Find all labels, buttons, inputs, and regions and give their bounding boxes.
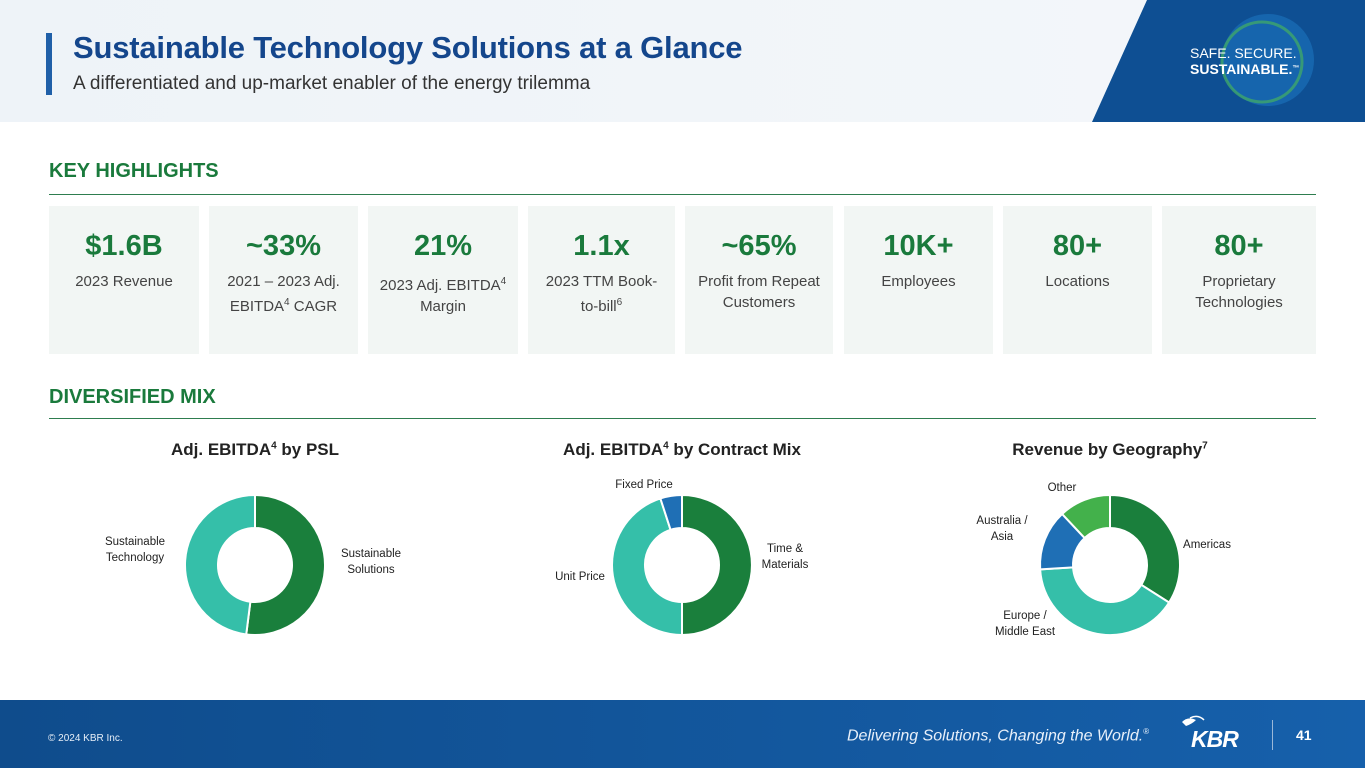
diversified-mix-heading: DIVERSIFIED MIX bbox=[49, 386, 216, 408]
kpi-card: $1.6B 2023 Revenue bbox=[49, 206, 199, 354]
kpi-card: 80+ Proprietary Technologies bbox=[1162, 206, 1316, 354]
chart-title-text-after: by PSL bbox=[276, 440, 340, 459]
kpi-label: Proprietary Technologies bbox=[1195, 273, 1283, 311]
donut-label-line: Unit Price bbox=[555, 571, 605, 583]
donut-slice-americas bbox=[1109, 493, 1181, 604]
kpi-label: 2023 TTM Book-to-bill6 bbox=[541, 271, 663, 317]
donut-label-line: Europe / bbox=[1003, 610, 1047, 622]
donut-label: Sustainable Solutions bbox=[341, 548, 401, 576]
donut-slice-time-materials bbox=[681, 493, 753, 637]
donut-label-line: Solutions bbox=[347, 564, 395, 576]
donut-label-line: Time & bbox=[767, 543, 803, 555]
diversified-mix-rule bbox=[49, 418, 1316, 419]
donut-label-line: Fixed Price bbox=[615, 479, 673, 491]
kpi-card: 10K+ Employees bbox=[844, 206, 993, 354]
kpi-label-text: 2023 Adj. EBITDA bbox=[379, 277, 501, 294]
donut-label: Australia / Asia bbox=[976, 515, 1028, 543]
copyright-text: © 2024 KBR Inc. bbox=[48, 733, 123, 744]
chart-title-text: Revenue by Geography bbox=[1012, 440, 1203, 459]
kpi-value: 10K+ bbox=[883, 230, 954, 262]
brand-tagline: SAFE. SECURE. SUSTAINABLE.™ bbox=[1190, 45, 1299, 77]
kbr-globe-icon bbox=[1182, 715, 1205, 726]
title-accent-bar bbox=[46, 33, 52, 95]
key-highlights-heading: KEY HIGHLIGHTS bbox=[49, 160, 219, 182]
chart-title-text: Adj. EBITDA bbox=[563, 440, 664, 459]
kpi-label-text-after: Margin bbox=[420, 298, 466, 315]
kpi-footnote: 6 bbox=[616, 297, 623, 308]
chart-title-text-after: by Contract Mix bbox=[668, 440, 801, 459]
donut-slice-unit-price bbox=[611, 497, 683, 637]
chart-title-footnote: 4 bbox=[271, 440, 277, 452]
kpi-footnote: 4 bbox=[500, 276, 507, 287]
footer-divider bbox=[1272, 720, 1273, 750]
donut-label: Fixed Price bbox=[615, 479, 673, 491]
kpi-label: Profit from Repeat Customers bbox=[698, 273, 820, 311]
kpi-value: $1.6B bbox=[85, 230, 163, 262]
kpi-label: 2023 Adj. EBITDA4 Margin bbox=[376, 271, 511, 317]
footer-tagline-text: Delivering Solutions, Changing the World… bbox=[847, 727, 1144, 745]
donut-label-line: Sustainable bbox=[105, 536, 165, 548]
kpi-value: 80+ bbox=[1052, 230, 1103, 262]
key-highlights-rule bbox=[49, 194, 1316, 195]
donut-charts: Sustainable Solutions Sustainable Technolog… bbox=[105, 479, 1231, 638]
kpi-value: ~33% bbox=[246, 230, 321, 262]
donut-label-line: Asia bbox=[991, 531, 1014, 543]
donut-slice-europe-middle-east bbox=[1039, 566, 1171, 636]
kpi-label: Employees bbox=[881, 273, 956, 290]
kpi-value: ~65% bbox=[721, 230, 797, 262]
chart-title-geography: Revenue by Geography7 bbox=[1012, 440, 1207, 460]
kpi-label-text: 2021 – 2023 Adj. EBITDA bbox=[227, 273, 340, 315]
donut-label: Unit Price bbox=[555, 571, 605, 583]
footer-tagline: Delivering Solutions, Changing the World… bbox=[847, 727, 1149, 745]
donut-label: Americas bbox=[1183, 539, 1231, 551]
donut-slice-sustainable-technology bbox=[184, 493, 256, 636]
kpi-card: ~33% 2021 – 2023 Adj. EBITDA4 CAGR bbox=[209, 206, 358, 354]
donut-label: Time & Materials bbox=[762, 543, 809, 571]
brand-line-1: SAFE. SECURE. bbox=[1190, 45, 1297, 61]
donut-label-line: Technology bbox=[106, 552, 164, 564]
chart-title-text: Adj. EBITDA bbox=[170, 440, 272, 459]
donut-label: Sustainable Technology bbox=[105, 536, 165, 564]
footer-band bbox=[0, 700, 1365, 768]
kpi-label-text-after: CAGR bbox=[289, 298, 338, 315]
kpi-label: 2023 Revenue bbox=[75, 273, 173, 290]
donut-label: Other bbox=[1048, 482, 1077, 494]
kpi-label-text: 2023 TTM Book-to-bill bbox=[545, 273, 658, 315]
chart-title-contract: Adj. EBITDA4 by Contract Mix bbox=[563, 440, 801, 460]
kpi-value: 80+ bbox=[1214, 230, 1264, 262]
page-subtitle: A differentiated and up-market enabler o… bbox=[73, 73, 591, 94]
donut-label-line: Other bbox=[1048, 482, 1077, 494]
kpi-card: ~65% Profit from Repeat Customers bbox=[685, 206, 833, 354]
brand-tm: ™ bbox=[1292, 65, 1300, 72]
kpi-card: 1.1x 2023 TTM Book-to-bill6 bbox=[528, 206, 675, 354]
kpi-label: 2021 – 2023 Adj. EBITDA4 CAGR bbox=[220, 271, 348, 317]
donut-slice-sustainable-solutions bbox=[245, 493, 326, 636]
donut-label-line: Americas bbox=[1183, 539, 1231, 551]
donut-label: Europe / Middle East bbox=[995, 610, 1056, 638]
donut-slice-fixed-price bbox=[659, 493, 683, 532]
kpi-card: 21% 2023 Adj. EBITDA4 Margin bbox=[368, 206, 518, 354]
kpi-label: Locations bbox=[1045, 273, 1110, 290]
donut-label-line: Materials bbox=[762, 559, 809, 571]
kpi-value: 1.1x bbox=[573, 230, 630, 262]
donut-label-line: Sustainable bbox=[341, 548, 401, 560]
kpi-value: 21% bbox=[413, 230, 473, 262]
chart-title-footnote: 4 bbox=[663, 440, 669, 452]
chart-title-footnote: 7 bbox=[1202, 440, 1208, 452]
kbr-logo: KBR bbox=[1191, 726, 1239, 752]
donut-label-line: Australia / bbox=[976, 515, 1028, 527]
page-number: 41 bbox=[1296, 727, 1312, 743]
donut-slice-other bbox=[1060, 493, 1111, 540]
footer-tagline-mark: ® bbox=[1143, 727, 1150, 736]
kpi-footnote: 4 bbox=[284, 297, 290, 308]
chart-title-psl: Adj. EBITDA4 by PSL bbox=[171, 440, 339, 460]
brand-line-2: SUSTAINABLE. bbox=[1190, 61, 1293, 77]
donut-label-line: Middle East bbox=[995, 626, 1056, 638]
brand-corner-graphic bbox=[1092, 0, 1365, 122]
page-title: Sustainable Technology Solutions at a Gl… bbox=[73, 30, 743, 65]
kpi-card: 80+ Locations bbox=[1003, 206, 1152, 354]
